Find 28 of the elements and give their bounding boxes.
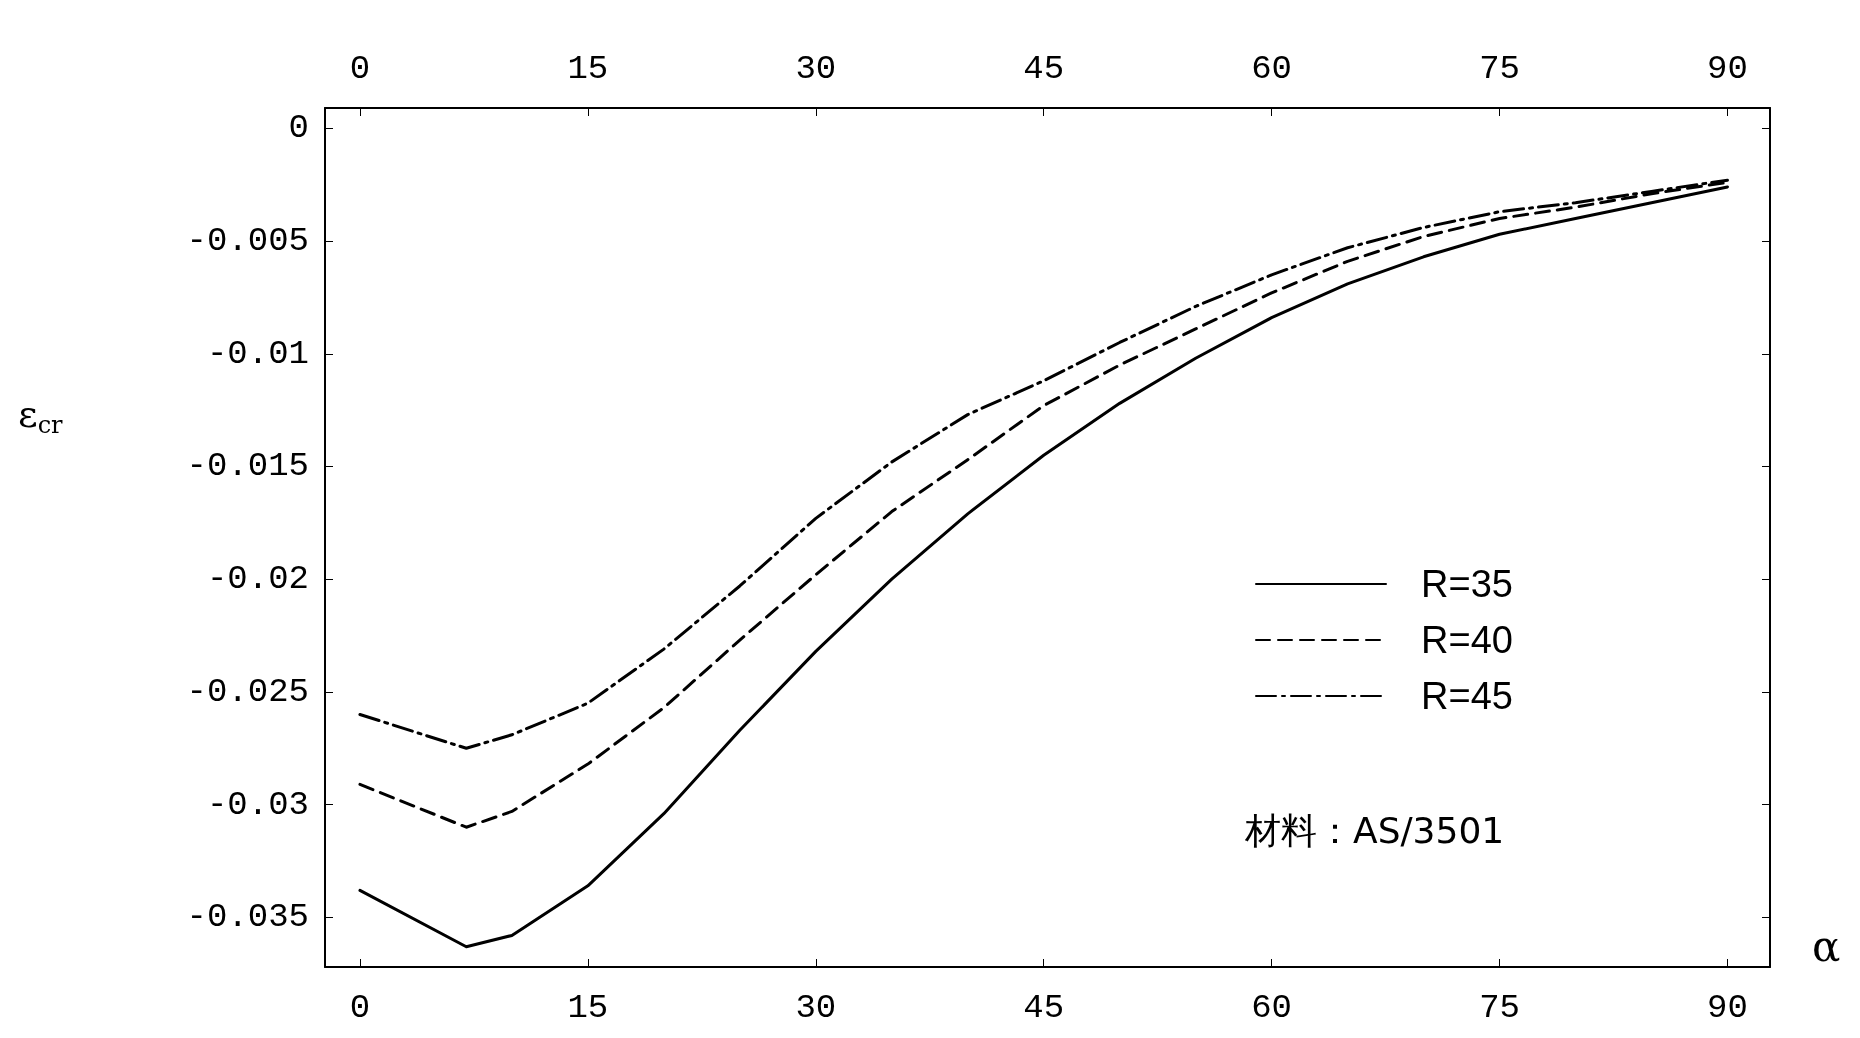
x2-tick-label: 30 — [795, 989, 837, 1027]
x-axis-title: α — [1812, 921, 1841, 971]
y-tick-label: -0.015 — [186, 447, 309, 486]
y-tick-label: -0.03 — [206, 785, 309, 824]
y-tick-label: 0 — [288, 109, 309, 148]
x2-tick-label: 45 — [1023, 989, 1065, 1027]
x-tick-label: 30 — [795, 50, 837, 88]
x-tick-label: 60 — [1251, 50, 1293, 88]
y-tick-label: -0.01 — [206, 334, 309, 373]
x2-tick-label: 60 — [1251, 989, 1293, 1027]
y-tick-label: -0.005 — [186, 222, 309, 261]
y-tick-label: -0.025 — [186, 672, 309, 711]
x-tick-label: 0 — [349, 50, 371, 88]
x2-tick-label: 75 — [1479, 989, 1520, 1027]
x2-tick-label: 15 — [567, 989, 609, 1027]
x-tick-label: 90 — [1707, 50, 1748, 88]
x-tick-label: 75 — [1479, 50, 1520, 88]
legend-label: R=40 — [1421, 619, 1513, 661]
legend-label: R=45 — [1421, 675, 1513, 717]
line-series — [358, 185, 1729, 949]
annotation: 材料：AS/3501 — [1244, 809, 1505, 851]
x2-tick-label: 0 — [349, 989, 371, 1027]
x2-tick-label: 90 — [1707, 989, 1748, 1027]
legend-label: R=35 — [1421, 563, 1513, 605]
y-tick-label: -0.035 — [186, 898, 309, 937]
x-tick-label: 15 — [567, 50, 609, 88]
y-tick-label: -0.02 — [206, 560, 309, 599]
x-tick-label: 45 — [1023, 50, 1065, 88]
